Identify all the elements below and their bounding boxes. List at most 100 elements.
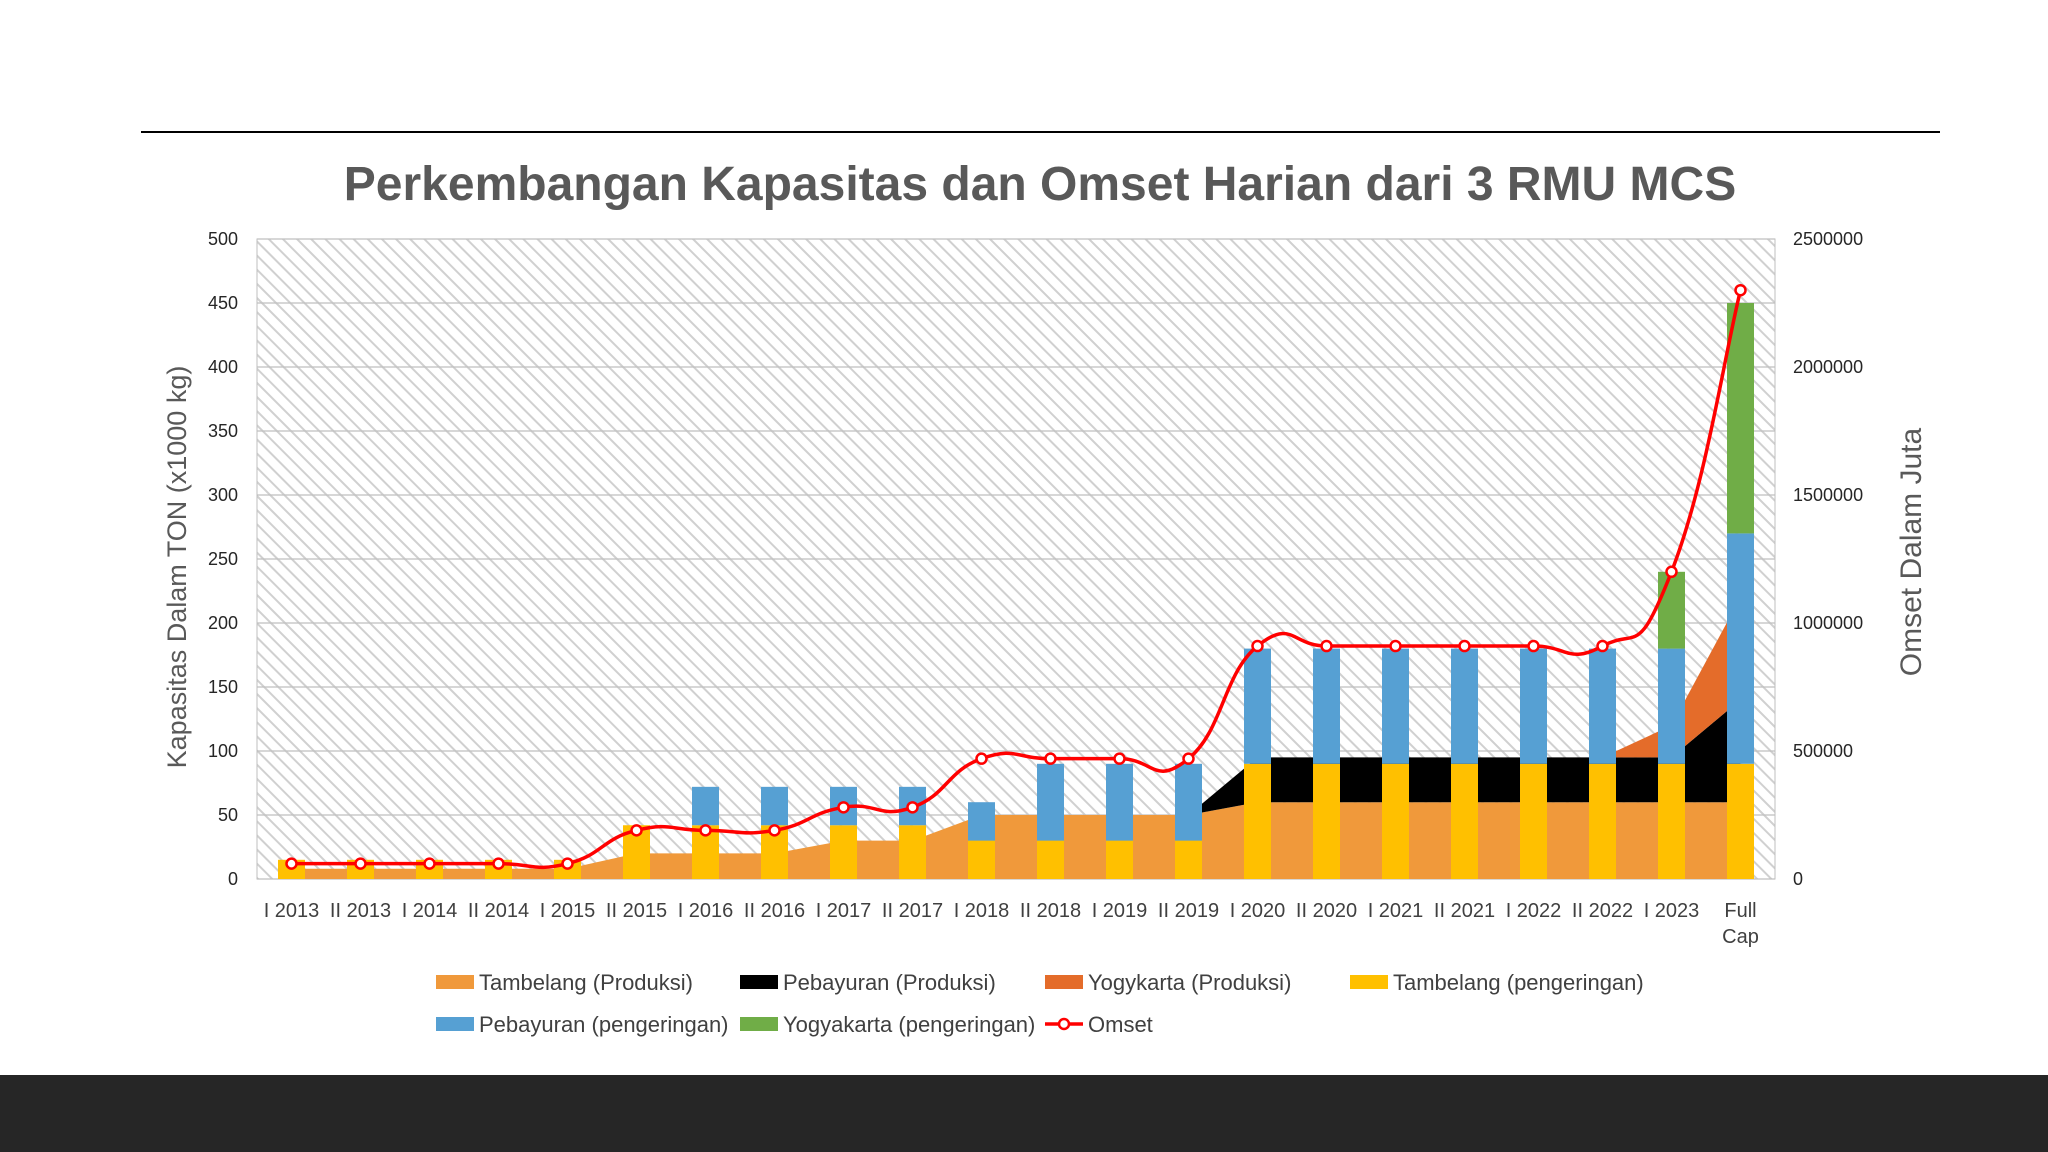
y-tick-label: 150 bbox=[208, 677, 238, 697]
bar-series-1-bar bbox=[1106, 840, 1133, 879]
legend-swatch bbox=[740, 975, 778, 989]
y2-tick-label: 2500000 bbox=[1793, 229, 1863, 249]
y-axis-ticks: 0 50 100 150 200 250 300 350 400 450 500 bbox=[208, 229, 238, 889]
bar-series-2-bar bbox=[1589, 648, 1616, 764]
legend-label: Omset bbox=[1088, 1012, 1153, 1037]
bar-series-2-bar bbox=[1313, 648, 1340, 764]
bar-series-2-bar bbox=[1037, 763, 1064, 841]
x-tick-label: I 2013 bbox=[264, 900, 320, 922]
legend-swatch bbox=[436, 1017, 474, 1031]
bar-series-1-bar bbox=[1244, 763, 1271, 879]
omset-point bbox=[1527, 639, 1540, 653]
x-tick-label: I 2014 bbox=[402, 900, 458, 922]
y-tick-label: 200 bbox=[208, 613, 238, 633]
legend-label: Tambelang (pengeringan) bbox=[1393, 970, 1644, 995]
omset-point bbox=[285, 857, 298, 870]
legend-label: Tambelang (Produksi) bbox=[479, 970, 693, 995]
omset-point bbox=[1458, 639, 1471, 653]
y-tick-label: 50 bbox=[218, 805, 238, 825]
omset-point bbox=[423, 857, 436, 870]
x-tick-label: II 2022 bbox=[1572, 900, 1633, 922]
bottom-bar bbox=[0, 1075, 2048, 1152]
y-tick-label: 500 bbox=[208, 229, 238, 249]
omset-point bbox=[561, 857, 574, 870]
x-tick-label: I 2017 bbox=[816, 900, 872, 922]
legend-label: Pebayuran (pengeringan) bbox=[479, 1012, 729, 1037]
x-tick-label: I 2015 bbox=[540, 900, 596, 922]
legend-swatch bbox=[1350, 975, 1388, 989]
legend-swatch-marker bbox=[1057, 1017, 1071, 1031]
y-tick-label: 350 bbox=[208, 421, 238, 441]
omset-point bbox=[630, 824, 643, 837]
legend-swatch bbox=[436, 975, 474, 989]
x-tick-label: II 2015 bbox=[606, 900, 667, 922]
omset-point bbox=[699, 824, 712, 837]
x-tick-line: Cap bbox=[1722, 926, 1759, 948]
bar-series-2-bar bbox=[1451, 648, 1478, 764]
x-axis-ticks: I 2013 II 2013 I 2014 II 2014 I 2015 II 2015 I… bbox=[264, 900, 1759, 948]
omset-point bbox=[1734, 283, 1747, 297]
omset-point bbox=[768, 824, 781, 837]
y-tick-label: 100 bbox=[208, 741, 238, 761]
y2-axis-ticks: 0 500000 1000000 1500000 2000000 2500000 bbox=[1793, 229, 1863, 889]
x-tick-label: II 2017 bbox=[882, 900, 943, 922]
omset-point bbox=[1320, 639, 1333, 653]
bar-series-1-bar bbox=[830, 825, 857, 879]
omset-point bbox=[1251, 639, 1264, 653]
legend-label: Yogykarta (Produksi) bbox=[1088, 970, 1291, 995]
omset-point bbox=[1182, 752, 1195, 765]
y-tick-label: 450 bbox=[208, 293, 238, 313]
omset-point bbox=[1113, 752, 1126, 765]
y2-tick-label: 500000 bbox=[1793, 741, 1853, 761]
x-tick-label: I 2020 bbox=[1230, 900, 1286, 922]
bar-series-2-bar bbox=[1382, 648, 1409, 764]
x-tick-label: I 2018 bbox=[954, 900, 1010, 922]
x-tick-label: I 2021 bbox=[1368, 900, 1424, 922]
y-tick-label: 250 bbox=[208, 549, 238, 569]
omset-point bbox=[837, 801, 850, 814]
bar-series-1-bar bbox=[1589, 763, 1616, 879]
bar-series-1-bar bbox=[899, 825, 926, 879]
legend: Tambelang (Produksi) Pebayuran (Produksi)… bbox=[436, 970, 1644, 1037]
x-tick-label: II 2014 bbox=[468, 900, 529, 922]
bar-series-1-bar bbox=[1658, 763, 1685, 879]
x-tick-label: II 2016 bbox=[744, 900, 805, 922]
y2-tick-label: 1500000 bbox=[1793, 485, 1863, 505]
y-tick-label: 400 bbox=[208, 357, 238, 377]
bar-series-2-bar bbox=[761, 786, 788, 826]
bar-series-1-bar bbox=[1520, 763, 1547, 879]
bar-series-2-bar bbox=[692, 786, 719, 826]
area-series-group bbox=[291, 597, 1741, 879]
omset-point bbox=[1596, 639, 1609, 653]
x-tick-label: II 2019 bbox=[1158, 900, 1219, 922]
chart: Perkembangan Kapasitas dan Omset Harian … bbox=[162, 158, 1928, 1037]
y-tick-label: 300 bbox=[208, 485, 238, 505]
x-tick-label: II 2021 bbox=[1434, 900, 1495, 922]
bar-series-1-bar bbox=[1037, 840, 1064, 879]
y2-axis-title: Omset Dalam Juta bbox=[1895, 427, 1928, 676]
title-rule bbox=[141, 131, 1940, 133]
legend-swatch bbox=[1045, 975, 1083, 989]
omset-point bbox=[1389, 639, 1402, 653]
y-axis-title: Kapasitas Dalam TON (x1000 kg) bbox=[162, 366, 192, 769]
legend-label: Pebayuran (Produksi) bbox=[783, 970, 996, 995]
bar-series-1-bar bbox=[1727, 763, 1754, 879]
omset-point bbox=[1044, 752, 1057, 765]
y2-tick-label: 0 bbox=[1793, 869, 1803, 889]
y2-tick-label: 1000000 bbox=[1793, 613, 1863, 633]
omset-point bbox=[975, 752, 988, 765]
bar-series-2-bar bbox=[1244, 648, 1271, 764]
x-tick-label: I 2022 bbox=[1506, 900, 1562, 922]
x-tick-label: I 2019 bbox=[1092, 900, 1148, 922]
omset-point bbox=[492, 857, 505, 870]
line-series-group bbox=[285, 283, 1747, 870]
area-series-2 bbox=[291, 699, 1741, 869]
x-tick-label: II 2018 bbox=[1020, 900, 1081, 922]
bar-series-1-bar bbox=[1451, 763, 1478, 879]
bar-series-2-bar bbox=[1727, 533, 1754, 764]
x-tick-label: Full Cap bbox=[1722, 900, 1759, 948]
y-tick-label: 0 bbox=[228, 869, 238, 889]
x-tick-label: II 2013 bbox=[330, 900, 391, 922]
bar-series-2-bar bbox=[968, 802, 995, 841]
omset-point bbox=[354, 857, 367, 870]
